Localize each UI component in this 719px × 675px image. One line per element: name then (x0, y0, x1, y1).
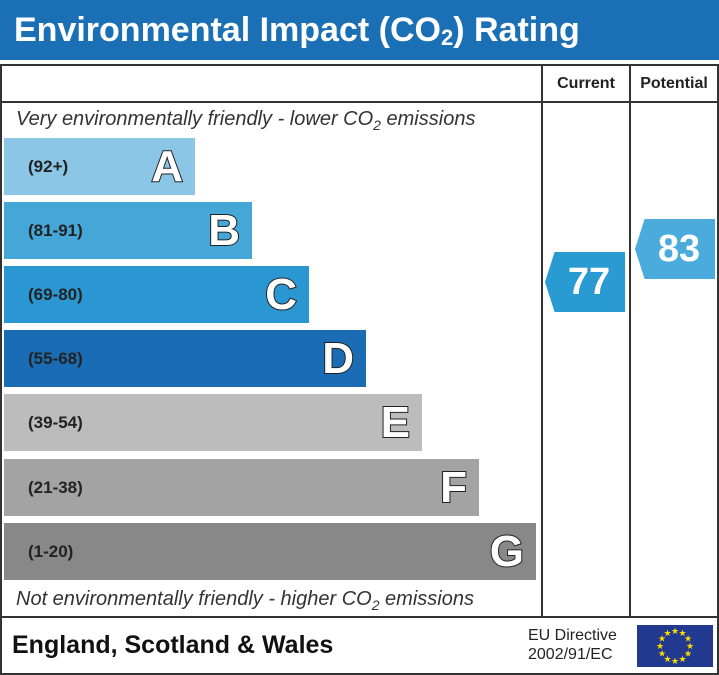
current-rating-arrow: 77 (545, 252, 625, 312)
band-range: (39-54) (28, 413, 83, 432)
band-b: (81-91) B (4, 202, 252, 259)
region-label: England, Scotland & Wales (12, 631, 334, 659)
star-icon: ★ (684, 634, 692, 644)
band-letter: E (380, 397, 411, 448)
star-icon: ★ (671, 626, 679, 636)
band-letter: F (439, 462, 468, 513)
divider (541, 64, 543, 618)
top-note: Very environmentally friendly - lower CO… (16, 108, 476, 133)
band-letter: B (207, 205, 241, 256)
divider (0, 616, 719, 618)
band-g: (1-20) G (4, 523, 536, 580)
potential-rating-arrow: 83 (635, 219, 715, 279)
page-title: Environmental Impact (CO2) Rating (0, 0, 719, 60)
star-icon: ★ (656, 641, 664, 651)
band-range: (92+) (28, 157, 69, 176)
eu-directive: EU Directive 2002/91/EC (528, 627, 617, 663)
star-icon: ★ (663, 654, 671, 664)
eu-flag-icon: ★ ★ ★ ★ ★ ★ ★ ★ ★ ★ ★ ★ (637, 625, 713, 667)
chart-frame (0, 64, 719, 675)
band-range: (1-20) (28, 542, 74, 561)
band-letter: G (489, 526, 525, 577)
star-icon: ★ (658, 634, 666, 644)
star-icon: ★ (671, 656, 679, 666)
bottom-note: Not environmentally friendly - higher CO… (16, 588, 474, 613)
band-range: (55-68) (28, 349, 83, 368)
band-c: (69-80) C (4, 266, 309, 323)
star-icon: ★ (678, 654, 686, 664)
band-range: (69-80) (28, 285, 83, 304)
band-letter: C (264, 269, 298, 320)
potential-header: Potential (640, 75, 708, 92)
band-a: (92+) A (4, 138, 195, 195)
band-range: (21-38) (28, 478, 83, 497)
band-e: (39-54) E (4, 394, 422, 451)
divider (629, 64, 631, 618)
band-f: (21-38) F (4, 459, 479, 516)
star-icon: ★ (684, 649, 692, 659)
star-icon: ★ (678, 628, 686, 638)
star-icon: ★ (663, 628, 671, 638)
band-letter: D (321, 333, 355, 384)
star-icon: ★ (658, 649, 666, 659)
star-icon: ★ (686, 641, 694, 651)
divider (0, 101, 719, 103)
band-range: (81-91) (28, 221, 83, 240)
band-letter: A (150, 141, 184, 192)
current-header: Current (557, 75, 615, 92)
band-d: (55-68) D (4, 330, 366, 387)
